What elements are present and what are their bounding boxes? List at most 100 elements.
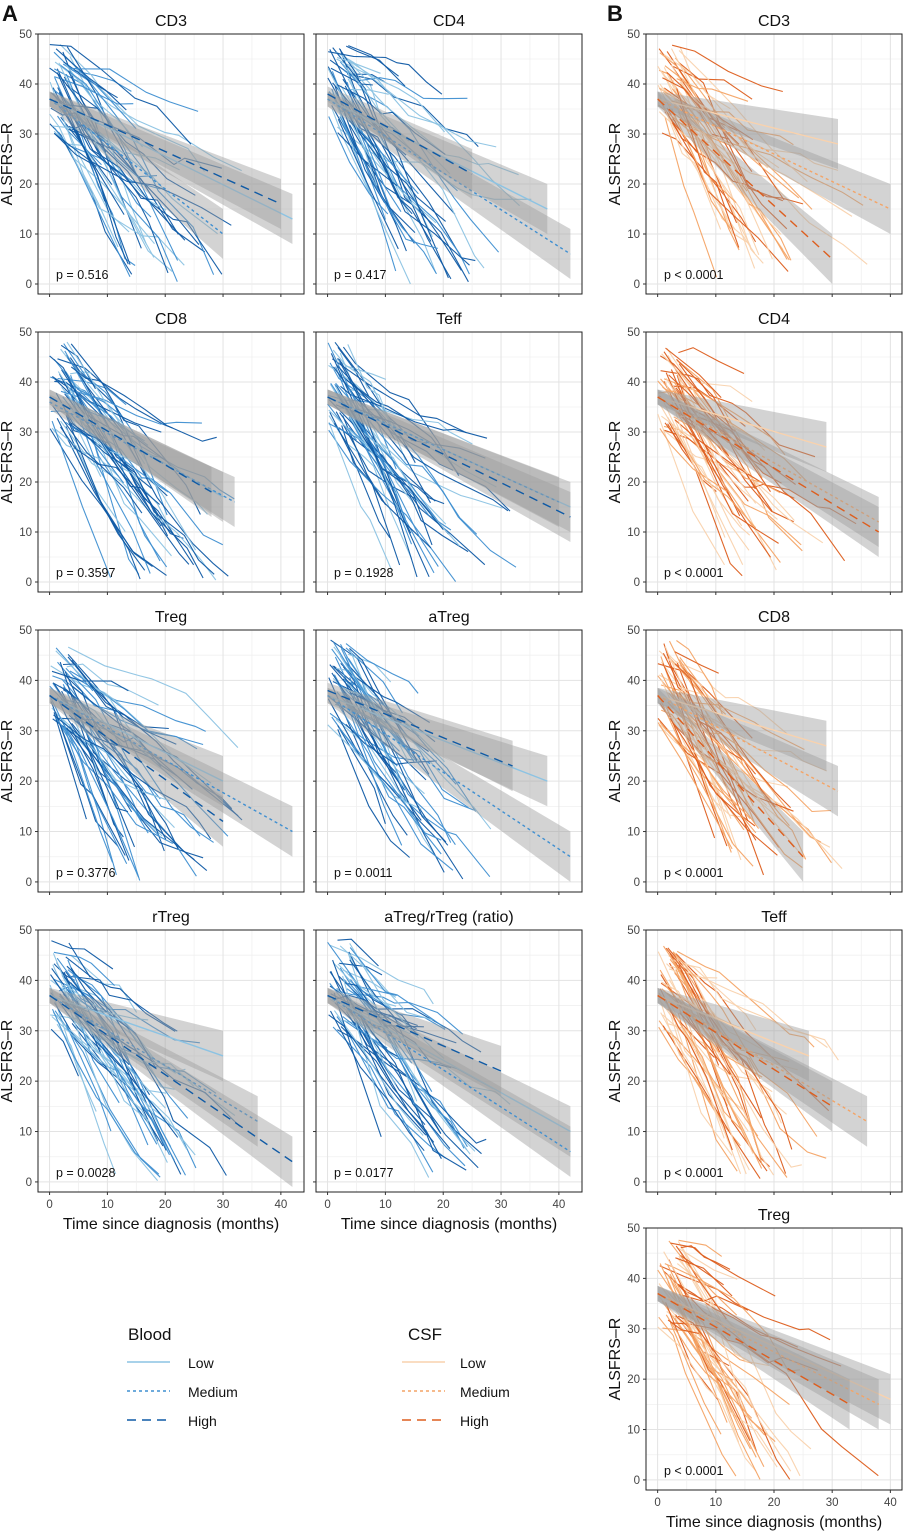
plot-area [657,945,868,1179]
y-tick-label: 50 [627,1223,640,1235]
trajectory-line [337,1029,487,1144]
trajectory-line [674,663,721,765]
trajectory-line [678,69,740,145]
trajectory-line [66,663,159,706]
y-tick-label: 20 [19,776,32,788]
trajectory-line [663,1251,731,1338]
trajectory-line [343,979,433,1092]
chart-panel-13: Treg p < 0.0001 0 10 20 30 40 50 0 10 20 30 40 ALSFRS… [607,1207,903,1531]
plot-area [327,639,571,882]
trajectory-line [333,1010,424,1136]
trajectory-line [64,970,136,1091]
trajectory-line [677,1306,761,1480]
plot-area [327,45,571,285]
p-value: p = 0.3776 [56,866,115,880]
trajectories [327,938,511,1178]
trajectory-line [54,127,131,278]
x-tick-label: 40 [274,1199,287,1211]
trajectory-line [339,945,435,1021]
trajectory-line [49,113,130,233]
y-tick-label: 0 [26,877,32,889]
y-tick-label: 30 [627,726,640,738]
trajectory-line [345,45,406,87]
y-tick-label: 10 [19,1127,32,1139]
chart-panel-4: Teff p = 0.1928 [313,311,583,595]
trajectory-line [660,405,750,551]
trajectory-line [338,684,442,841]
y-tick-label: 30 [19,129,32,141]
trajectory-line [668,1023,773,1093]
trajectory-line [670,369,730,457]
confidence-band-medium [327,389,559,527]
chart-title: CD8 [758,609,790,626]
y-tick-label: 10 [627,1425,640,1437]
legend-csf-high-label: High [460,1413,489,1429]
trajectory-line [51,940,114,970]
trajectory-line [659,998,681,1056]
x-tick-label: 10 [709,1497,722,1509]
trajectory-line [671,403,781,563]
panel-label-a: A [2,1,18,26]
plot-frame [315,629,583,893]
trajectory-line [68,125,186,241]
trajectory-line [664,646,805,859]
trajectory-line [679,1312,792,1472]
y-tick-label: 30 [627,1026,640,1038]
x-tick-label: 40 [552,1199,565,1211]
trajectory-line [49,428,153,568]
p-value: p = 0.417 [334,268,387,282]
panel-label-b: B [607,1,623,26]
trajectory-line [56,697,129,813]
trajectory-line [348,45,399,77]
y-tick-label: 30 [627,427,640,439]
trajectory-line [67,959,149,1146]
trajectory-line [337,346,396,441]
x-tick-label: 10 [101,1199,114,1211]
y-tick-label: 40 [627,675,640,687]
trend-line-high [657,994,833,1107]
legend-csf: CSF Low Medium High [402,1325,510,1429]
trajectory-line [59,44,205,172]
trajectory-line [342,56,520,207]
trajectory-line [333,992,382,1137]
chart-title: CD3 [155,13,187,30]
trend-line-high [657,396,880,533]
trajectory-line [332,47,452,280]
trajectory-line [329,971,392,1084]
trajectory-line [345,643,419,694]
trajectory-line [657,951,749,1132]
trajectory-line [676,78,749,102]
y-tick-label: 0 [26,577,32,589]
trend-line-high [657,98,833,260]
trajectory-line [335,382,517,568]
trajectory-line [68,942,91,978]
plot-area [327,341,571,582]
trajectory-line [347,88,389,95]
trajectory-line [674,972,790,1062]
trajectory-line [673,99,774,260]
trajectory-line [679,994,757,1057]
trajectory-line [50,1028,80,1077]
confidence-band-medium [657,91,891,234]
trend-line-high [327,689,513,767]
trajectory-line [674,651,719,674]
trajectory-line [334,391,469,553]
trajectory-line [664,117,718,278]
trajectory-line [52,682,101,739]
trajectory-line [679,105,738,224]
trajectory-line [349,943,420,1039]
plot-frame [37,331,305,593]
trajectory-line [71,659,239,817]
trajectory-line [60,426,148,501]
trend-line-medium [657,994,868,1123]
trajectory-line [668,1292,753,1364]
trajectory-line [349,947,446,1029]
x-tick-label: 40 [884,1497,897,1509]
trajectory-line [69,389,202,425]
y-tick-label: 30 [627,1324,640,1336]
trajectory-line [328,116,389,215]
trajectory-line [675,1257,733,1297]
trend-line-high [49,98,282,205]
y-tick-label: 50 [627,29,640,41]
y-axis-label: ALSFRS–R [607,421,624,504]
